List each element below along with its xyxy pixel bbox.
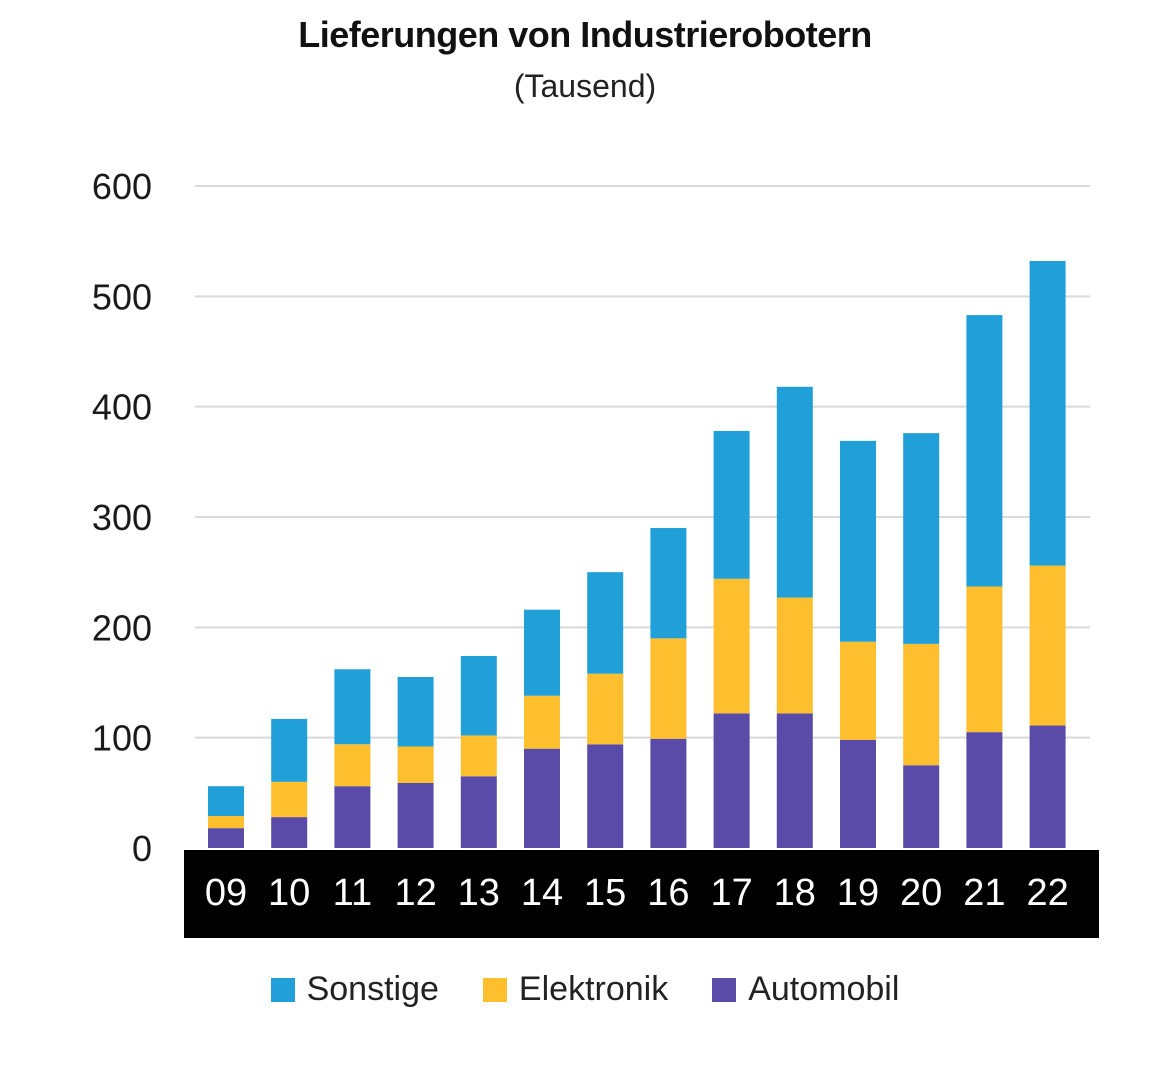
legend-item-automobil: Automobil [712, 970, 899, 1009]
bar-sonstige-13 [460, 656, 497, 736]
bar-automobil-13 [460, 776, 497, 848]
legend-swatch-elektronik [482, 977, 507, 1002]
x-tick-label-14: 14 [521, 872, 563, 914]
y-tick-label-600: 600 [92, 166, 152, 207]
bar-elektronik-19 [840, 641, 876, 740]
bar-elektronik-17 [713, 578, 750, 714]
bar-automobil-21 [966, 732, 1003, 848]
bar-elektronik-14 [524, 695, 560, 749]
bar-elektronik-18 [776, 597, 813, 714]
legend-item-elektronik: Elektronik [482, 970, 669, 1009]
x-tick-label-21: 21 [963, 872, 1005, 914]
bar-sonstige-18 [776, 386, 813, 598]
bar-elektronik-13 [460, 735, 497, 777]
x-tick-label-16: 16 [647, 872, 689, 914]
y-tick-label-500: 500 [92, 276, 152, 317]
bar-automobil-09 [208, 828, 244, 848]
x-tick-label-12: 12 [394, 872, 436, 914]
x-axis-band-background [184, 850, 1099, 938]
bar-automobil-19 [840, 739, 876, 848]
bar-automobil-18 [776, 713, 813, 848]
bar-elektronik-16 [650, 638, 687, 739]
bar-sonstige-21 [966, 315, 1003, 587]
x-tick-label-09: 09 [205, 872, 247, 914]
bar-automobil-17 [713, 713, 750, 848]
bar-automobil-11 [334, 786, 371, 848]
bar-sonstige-10 [271, 718, 308, 782]
legend-label-sonstige: Sonstige [306, 970, 439, 1008]
y-tick-label-100: 100 [92, 718, 152, 759]
y-tick-label-0: 0 [132, 828, 152, 869]
x-tick-label-18: 18 [774, 872, 816, 914]
legend-swatch-automobil [712, 977, 737, 1002]
bar-elektronik-21 [966, 586, 1003, 733]
y-axis-ticks: 0 100 200 300 400 500 600 [92, 166, 152, 869]
gridlines [195, 185, 1090, 739]
x-tick-label-22: 22 [1026, 872, 1068, 914]
bar-elektronik-11 [334, 744, 371, 787]
bar-automobil-14 [524, 748, 560, 848]
bar-sonstige-14 [524, 609, 560, 696]
bar-sonstige-09 [208, 786, 244, 817]
bars [208, 261, 1066, 848]
bar-sonstige-12 [397, 676, 434, 747]
y-tick-label-400: 400 [92, 387, 152, 428]
bar-automobil-22 [1029, 725, 1066, 848]
bar-elektronik-12 [397, 746, 434, 783]
x-tick-label-20: 20 [900, 872, 942, 914]
legend-label-automobil: Automobil [748, 970, 900, 1008]
bar-sonstige-19 [840, 440, 876, 642]
x-tick-label-11: 11 [333, 872, 372, 914]
bar-sonstige-16 [650, 528, 687, 639]
x-tick-label-17: 17 [710, 872, 752, 914]
chart-title: Lieferungen von Industrierobotern [298, 14, 872, 55]
legend: Sonstige Elektronik Automobil [0, 970, 1170, 1009]
x-axis-band: 09 10 11 12 13 14 15 16 17 18 19 20 21 22 [184, 850, 1099, 938]
x-tick-label-19: 19 [837, 872, 879, 914]
legend-item-sonstige: Sonstige [270, 970, 439, 1009]
legend-label-elektronik: Elektronik [518, 970, 669, 1008]
bar-elektronik-22 [1029, 565, 1066, 726]
bar-sonstige-20 [903, 433, 940, 644]
y-tick-label-300: 300 [92, 497, 152, 538]
bar-elektronik-09 [208, 816, 244, 829]
bar-automobil-12 [397, 782, 434, 848]
bar-automobil-20 [903, 765, 940, 848]
bar-automobil-10 [271, 817, 308, 848]
bar-elektronik-15 [587, 673, 624, 745]
stacked-bar-chart: 0 100 200 300 400 500 600 09 10 11 12 13 14 15 16 17 18… [92, 166, 1099, 938]
bar-elektronik-20 [903, 643, 940, 766]
bar-elektronik-10 [271, 781, 308, 818]
chart-subtitle: (Tausend) [513, 68, 657, 104]
bar-automobil-16 [650, 738, 687, 848]
x-tick-label-15: 15 [584, 872, 626, 914]
y-tick-label-200: 200 [92, 607, 152, 648]
bar-sonstige-17 [713, 430, 750, 579]
bar-sonstige-11 [334, 669, 371, 745]
bar-sonstige-15 [587, 572, 624, 674]
bar-automobil-15 [587, 744, 624, 848]
x-tick-label-13: 13 [458, 872, 500, 914]
x-tick-label-10: 10 [268, 872, 310, 914]
legend-swatch-sonstige [270, 977, 295, 1002]
bar-sonstige-22 [1029, 261, 1066, 566]
